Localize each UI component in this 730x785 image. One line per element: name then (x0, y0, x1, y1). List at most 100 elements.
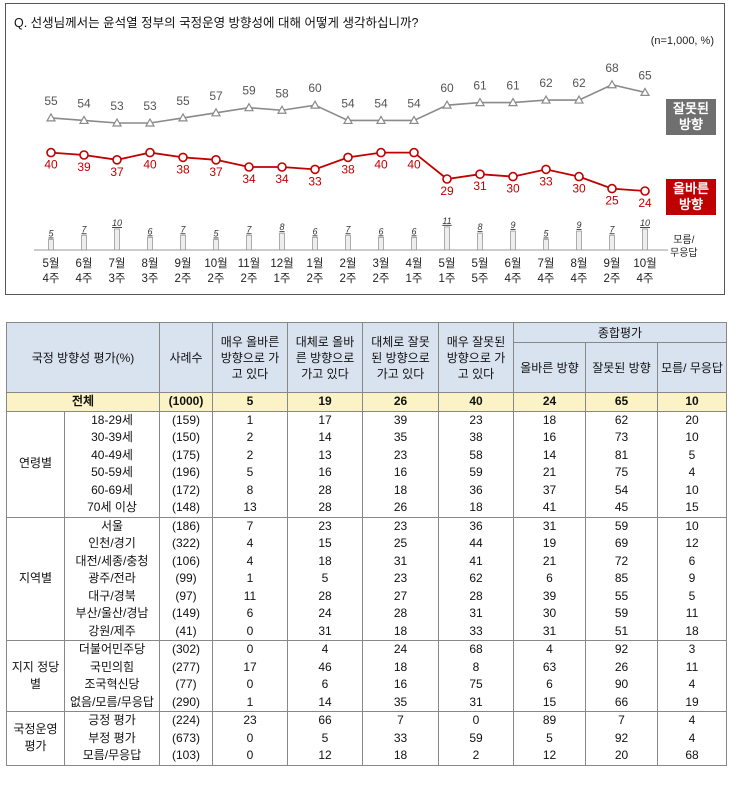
row-value: 41 (438, 552, 514, 570)
row-value: 24 (287, 605, 363, 623)
x-tick-label: 4주 (571, 273, 588, 285)
row-value: 16 (513, 429, 586, 447)
row-value: 28 (438, 587, 514, 605)
dk-bar-label: 10 (112, 218, 122, 228)
row-label: 70세 이상 (64, 499, 160, 518)
table-row: 대구/경북 (97) 11 28 27 28 39 55 5 (7, 587, 728, 605)
wrong-marker (606, 79, 618, 89)
x-tick-label: 4주 (637, 273, 654, 285)
row-value: 26 (585, 658, 658, 676)
group-label: 지지 정당별 (6, 640, 65, 712)
row-value: 16 (362, 464, 439, 482)
total-value: 10 (656, 392, 728, 412)
row-value: 14 (287, 693, 363, 712)
row-value: 39 (362, 410, 439, 429)
row-label: 18-29세 (64, 410, 160, 429)
table-row: 없음/모름/무응답 (290) 1 14 35 31 15 66 19 (7, 693, 728, 712)
row-label: 50-59세 (64, 464, 160, 482)
row-sample: (277) (159, 658, 213, 676)
row-value: 16 (362, 676, 439, 694)
row-value: 20 (656, 410, 728, 429)
row-label: 광주/전라 (64, 570, 160, 588)
row-value: 18 (513, 410, 586, 429)
row-sample: (224) (159, 711, 213, 730)
dk-bar (345, 234, 351, 251)
dk-bar (642, 228, 648, 251)
x-tick-label: 4주 (505, 273, 522, 285)
x-tick-label: 7월 (538, 257, 555, 270)
row-value: 4 (212, 552, 288, 570)
row-sample: (150) (159, 429, 213, 447)
x-tick-label: 3주 (109, 273, 126, 285)
row-value: 19 (656, 693, 728, 712)
right-value-label: 30 (572, 182, 586, 196)
dk-bar (114, 228, 120, 251)
row-label: 서울 (64, 516, 160, 535)
wrong-value-label: 54 (77, 96, 91, 110)
row-value: 81 (585, 446, 658, 464)
row-value: 0 (212, 622, 288, 641)
row-value: 31 (513, 516, 586, 535)
x-tick-label: 5주 (472, 273, 489, 285)
table-row: 부정 평가 (673) 0 5 33 59 5 92 4 (7, 729, 728, 747)
table-group: 지역별 서울 (186) 7 23 23 36 31 59 10 인천/경기 (322) 4 15 25 44… (6, 516, 728, 641)
row-value: 5 (656, 446, 728, 464)
row-value: 33 (438, 622, 514, 641)
table-group: 국정운영 평가 긍정 평가 (224) 23 66 7 0 89 7 4 부정 평가 (673) 0 5 3… (6, 711, 728, 766)
legend-dk-line1: 모름/ (673, 235, 695, 246)
dk-bar-label: 8 (477, 222, 482, 232)
right-marker (277, 162, 287, 172)
x-tick-label: 2주 (241, 273, 258, 285)
row-value: 36 (438, 481, 514, 499)
right-value-label: 40 (143, 158, 157, 172)
row-value: 4 (656, 729, 728, 747)
row-value: 5 (656, 587, 728, 605)
legend-dont-know: 모름/ 무응답 (670, 234, 698, 260)
wrong-value-label: 55 (176, 94, 190, 108)
wrong-value-label: 54 (374, 96, 388, 110)
legend-right-line1: 올바른 (673, 181, 709, 196)
row-value: 75 (438, 676, 514, 694)
row-value: 90 (585, 676, 658, 694)
row-value: 11 (656, 658, 728, 676)
row-value: 14 (287, 429, 363, 447)
row-value: 6 (287, 676, 363, 694)
row-label: 60-69세 (64, 481, 160, 499)
row-value: 23 (362, 570, 439, 588)
wrong-value-label: 65 (638, 68, 652, 82)
row-value: 18 (656, 622, 728, 641)
row-value: 31 (362, 552, 439, 570)
table-row: 광주/전라 (99) 1 5 23 62 6 85 9 (7, 570, 728, 588)
row-value: 11 (656, 605, 728, 623)
x-tick-label: 2월 (340, 257, 357, 270)
row-value: 0 (212, 747, 288, 766)
row-value: 5 (513, 729, 586, 747)
table-row: 30-39세 (150) 2 14 35 38 16 73 10 (7, 429, 728, 447)
wrong-marker (243, 102, 255, 112)
row-value: 89 (513, 711, 586, 730)
dk-bar (411, 236, 417, 251)
legend-right-direction: 올바른 방향 (666, 179, 716, 215)
header-response-col: 매우 올바른 방향으로 가고 있다 (212, 322, 288, 393)
table-row: 60-69세 (172) 8 28 18 36 37 54 10 (7, 481, 728, 499)
row-label: 모름/무응답 (64, 747, 160, 766)
dk-bar (48, 239, 54, 251)
row-value: 0 (438, 711, 514, 730)
results-table: 국정 방향성 평가(%) 사례수 매우 올바른 방향으로 가고 있다 대체로 올바른 … (6, 322, 728, 766)
wrong-marker (78, 115, 90, 125)
x-tick-label: 3월 (373, 257, 390, 270)
x-tick-label: 9월 (604, 257, 621, 270)
dk-bar-label: 6 (411, 226, 416, 236)
total-value: 26 (362, 392, 439, 412)
wrong-value-label: 53 (143, 99, 157, 113)
row-value: 51 (585, 622, 658, 641)
table-group: 지지 정당별 더불어민주당 (302) 0 4 24 68 4 92 3 국민의힘 (277) 17 46… (6, 640, 728, 712)
row-value: 16 (287, 464, 363, 482)
dk-bar (543, 239, 549, 251)
wrong-value-label: 55 (44, 94, 58, 108)
x-tick-label: 10월 (633, 257, 656, 270)
wrong-marker (408, 115, 420, 125)
row-value: 4 (513, 640, 586, 659)
wrong-marker (474, 97, 486, 107)
row-value: 38 (438, 429, 514, 447)
